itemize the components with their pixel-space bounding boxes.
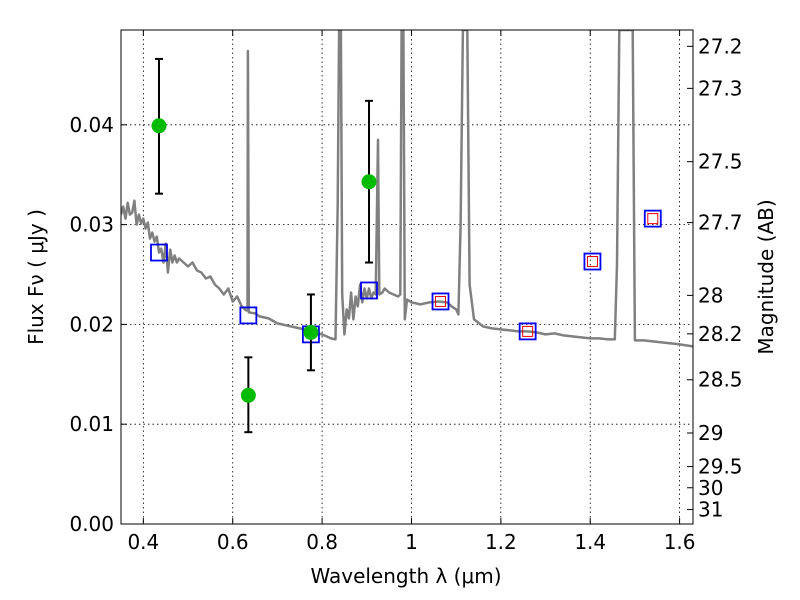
model-point-inner	[647, 213, 659, 225]
mag-tick-label: 28.2	[698, 322, 743, 346]
x-tick-label: 1	[405, 530, 418, 554]
sed-line	[121, 30, 693, 348]
mag-tick-label: 27.2	[698, 34, 743, 58]
grid	[121, 30, 693, 524]
x-tick-label: 0.8	[306, 530, 338, 554]
model-point-inner	[586, 256, 598, 268]
model-point-inner	[435, 295, 447, 307]
y-tick-label: 0.00	[69, 512, 114, 536]
observed-point	[361, 174, 377, 190]
observed-point	[151, 118, 167, 134]
model-point	[360, 281, 378, 300]
x-axis-label: Wavelength λ (μm)	[310, 564, 501, 588]
model-point	[150, 243, 168, 262]
mag-tick-label: 27.3	[698, 76, 743, 100]
mag-tick-label: 28.5	[698, 368, 743, 392]
plot-area	[121, 30, 693, 434]
model-point	[431, 292, 450, 311]
model-point-inner	[522, 325, 534, 337]
model-point	[643, 209, 662, 228]
y-axis-label: Flux Fν ( μJy )	[24, 209, 48, 345]
mag-tick-label: 31	[698, 498, 723, 522]
right-axis-label: Magnitude (AB)	[754, 199, 778, 354]
mag-tick-label: 29.5	[698, 455, 743, 479]
y-tick-label: 0.02	[69, 312, 114, 336]
mag-tick-label: 30	[698, 476, 723, 500]
mag-tick-label: 27.7	[698, 211, 743, 235]
axes: 0.4 0.6 0.8 1 1.2 1.4 1.6 0.00 0.01 0.02 0.03 0.04 2…	[69, 30, 743, 554]
y-tick-label: 0.04	[69, 113, 114, 137]
mag-tick-label: 29	[698, 421, 723, 445]
model-point	[239, 306, 258, 325]
observed-point	[303, 324, 319, 340]
x-tick-label: 0.6	[217, 530, 249, 554]
model-point	[583, 252, 602, 271]
x-tick-label: 1.6	[664, 530, 696, 554]
observed-point	[240, 387, 256, 403]
y-tick-label: 0.03	[69, 213, 114, 237]
plot-frame	[120, 29, 694, 525]
y-tick-label: 0.01	[69, 412, 114, 436]
mag-tick-label: 27.5	[698, 150, 743, 174]
model-point	[518, 322, 537, 341]
x-tick-label: 1.2	[485, 530, 517, 554]
x-tick-label: 0.4	[127, 530, 159, 554]
x-tick-label: 1.4	[574, 530, 606, 554]
mag-tick-label: 28	[698, 283, 723, 307]
